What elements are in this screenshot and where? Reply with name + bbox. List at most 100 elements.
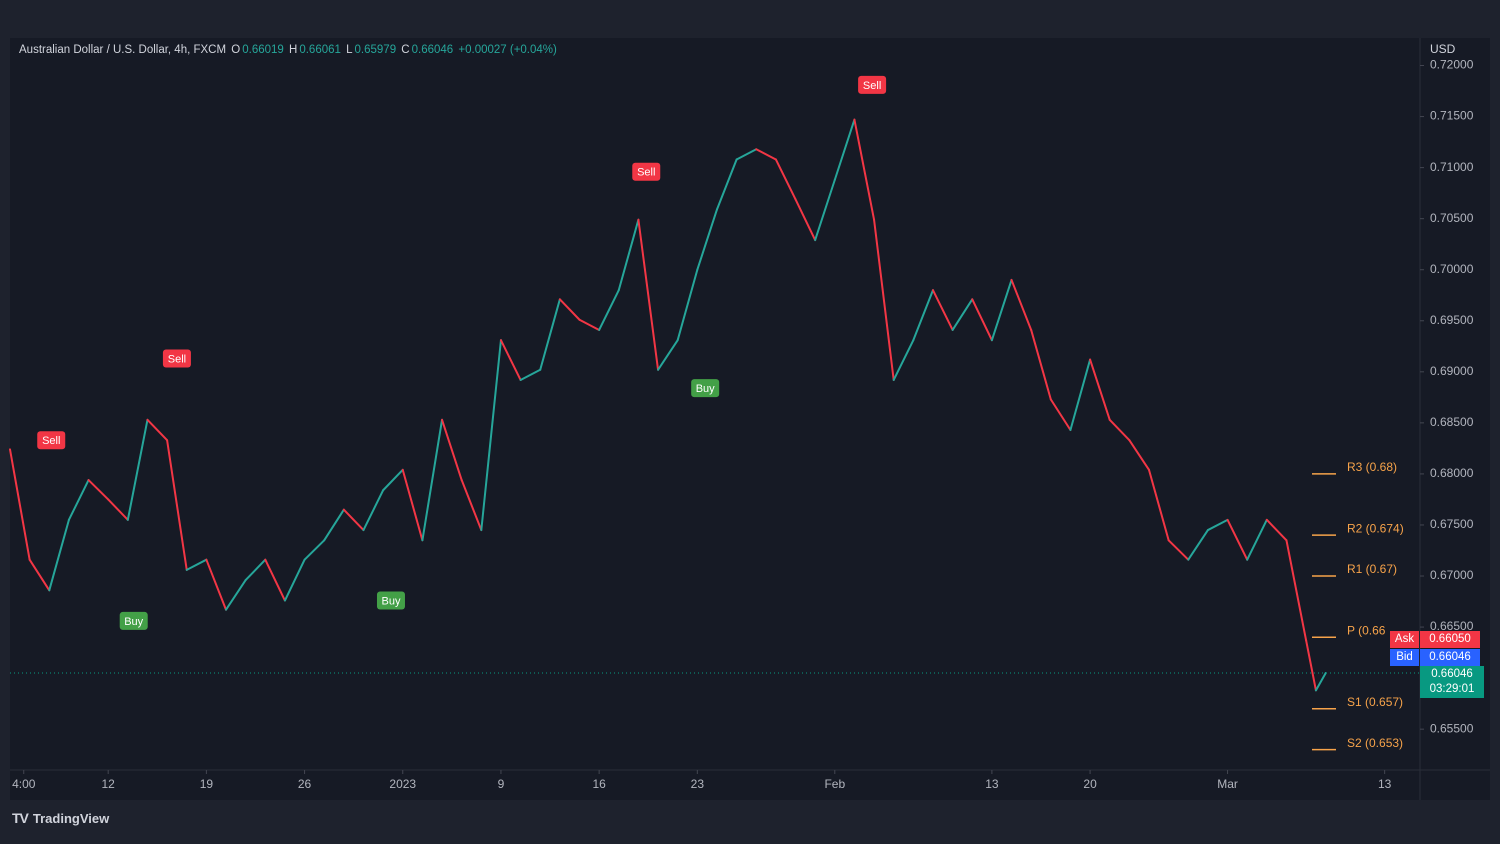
signal-label: Buy	[381, 595, 400, 607]
ask-price: 0.66050	[1420, 631, 1480, 648]
price-segment	[382, 468, 404, 492]
price-segment	[755, 148, 777, 161]
x-tick-label: Feb	[824, 777, 845, 791]
pivot-label: P (0.66	[1347, 623, 1386, 637]
price-segment	[558, 298, 581, 321]
price-segment	[225, 579, 247, 611]
last-price-tag: 0.66046 03:29:01	[1420, 666, 1484, 698]
ohlc-label: L	[346, 44, 353, 56]
price-segment	[1108, 418, 1131, 442]
ohlc-value: 0.66046	[411, 44, 454, 56]
price-segment	[814, 178, 836, 242]
symbol[interactable]: Australian Dollar / U.S. Dollar, 4h, FXC…	[19, 44, 227, 56]
x-tick-label: 12	[102, 777, 116, 791]
ohlc-label: C	[401, 44, 410, 56]
ohlc-label: H	[289, 44, 298, 56]
ohlc-value: 0.66061	[299, 44, 341, 56]
price-segment	[774, 158, 797, 201]
price-segment	[912, 289, 934, 342]
y-tick-label: 0.67000	[1430, 568, 1474, 582]
signal-label: Buy	[124, 616, 143, 628]
y-tick-label: 0.72000	[1430, 58, 1474, 72]
y-tick-label: 0.71000	[1430, 160, 1474, 174]
ohlc-value: 0.65979	[354, 44, 397, 56]
price-segment	[441, 418, 463, 482]
price-segment	[499, 339, 522, 381]
price-segment	[1069, 358, 1092, 432]
y-tick-label: 0.70500	[1430, 211, 1474, 225]
price-segment	[9, 448, 31, 561]
pivot-label: S2 (0.653)	[1347, 736, 1403, 750]
price-segment	[873, 218, 895, 381]
signal-label: Sell	[168, 353, 186, 365]
y-tick-label: 0.69500	[1430, 313, 1474, 327]
x-tick-label: 16	[592, 777, 606, 791]
y-tick-label: 0.68000	[1430, 466, 1474, 480]
signal-marker	[858, 75, 887, 94]
price-segment	[696, 208, 718, 271]
price-segment	[971, 298, 993, 342]
price-segment	[362, 489, 385, 532]
price-segment	[1128, 439, 1150, 471]
price-segment	[657, 339, 679, 371]
price-segment	[126, 418, 149, 521]
price-segment	[67, 479, 90, 521]
price-segment	[205, 558, 228, 611]
ohlc-value: 0.66019	[242, 44, 284, 56]
last-price: 0.66046	[1431, 668, 1473, 680]
price-segment	[480, 339, 502, 532]
x-tick-label: 23	[691, 777, 705, 791]
signal-label: Buy	[696, 383, 715, 395]
legend-header: Australian Dollar / U.S. Dollar, 4h, FXC…	[19, 44, 559, 56]
brand[interactable]: TV TradingView	[12, 810, 109, 826]
signal-label: Sell	[42, 435, 60, 447]
price-segment	[676, 268, 699, 342]
brand-name: TradingView	[32, 811, 110, 826]
signal-marker	[162, 349, 191, 368]
signal-marker	[37, 431, 66, 450]
pivot-label: R2 (0.674)	[1347, 521, 1404, 535]
y-tick-label: 0.67500	[1430, 517, 1474, 531]
price-segment	[1305, 639, 1317, 692]
y-tick-label: 0.71500	[1430, 109, 1474, 123]
price-segment	[578, 318, 601, 331]
price-segment	[519, 368, 542, 381]
ohlc-label: O	[231, 44, 241, 56]
price-segment	[1030, 328, 1052, 401]
y-tick-label: 0.69000	[1430, 364, 1474, 378]
price-segment	[951, 298, 974, 331]
price-segment	[107, 498, 129, 521]
y-tick-label: 0.70000	[1430, 262, 1474, 276]
price-segment	[539, 298, 561, 371]
price-segment	[1089, 358, 1111, 421]
x-tick-label: 20	[1083, 777, 1097, 791]
price-segment	[1167, 539, 1190, 561]
y-tick-label: 0.68500	[1430, 415, 1474, 429]
price-segment	[28, 558, 51, 592]
price-segment	[1206, 518, 1229, 532]
price-segment	[1285, 539, 1308, 642]
price-segment	[1187, 529, 1209, 561]
price-segment	[715, 158, 738, 211]
signal-marker	[632, 162, 661, 181]
x-tick-label: 9	[498, 777, 505, 791]
signal-marker	[376, 591, 405, 610]
price-segment	[401, 468, 424, 542]
pivot-label: R1 (0.67)	[1347, 562, 1397, 576]
signal-marker	[119, 611, 148, 630]
price-segment	[853, 118, 876, 221]
pivot-label: S1 (0.657)	[1347, 695, 1403, 709]
price-segment	[1265, 518, 1288, 542]
signal-label: Sell	[863, 80, 881, 92]
price-segment	[146, 418, 169, 442]
price-segment	[990, 278, 1013, 342]
price-segment	[283, 558, 306, 602]
price-segment	[1049, 398, 1072, 432]
price-segment	[892, 339, 915, 381]
x-tick-label: 4:00	[12, 777, 36, 791]
x-tick-label: 2023	[389, 777, 416, 791]
x-tick-label: 13	[1378, 777, 1392, 791]
currency: USD	[1430, 42, 1456, 56]
x-tick-label: Mar	[1217, 777, 1238, 791]
